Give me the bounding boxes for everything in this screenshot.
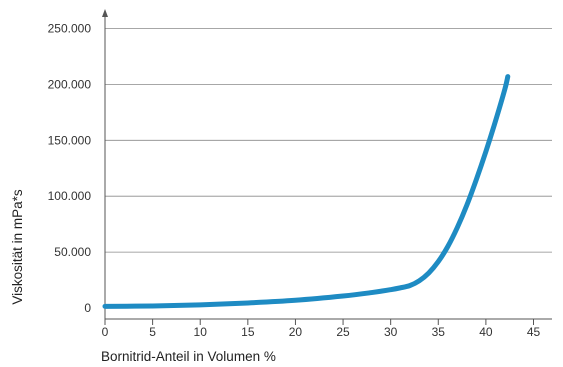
x-tick-label: 25 <box>336 325 350 339</box>
series-line <box>102 74 511 309</box>
series-layer <box>102 74 511 309</box>
axes <box>102 9 552 322</box>
y-tick-label: 250.000 <box>48 22 92 36</box>
x-tick-label: 15 <box>241 325 255 339</box>
x-tick-label: 30 <box>384 325 398 339</box>
y-ticks: 0 50.000 100.000 150.000 200.000 250.000 <box>48 22 92 316</box>
y-tick-label: 100.000 <box>48 189 92 203</box>
y-tick-label: 150.000 <box>48 133 92 147</box>
x-axis-title: Bornitrid-Anteil in Volumen % <box>101 349 276 364</box>
y-axis-title: Viskosität in mPa*s <box>10 189 25 305</box>
x-ticks: 0 5 10 15 20 25 30 35 40 45 <box>102 319 541 339</box>
x-tick-label: 40 <box>479 325 493 339</box>
x-tick-label: 35 <box>432 325 446 339</box>
x-tick-label: 20 <box>289 325 303 339</box>
x-tick-label: 45 <box>527 325 541 339</box>
x-tick-label: 10 <box>194 325 208 339</box>
gridlines <box>105 28 552 253</box>
y-tick-label: 0 <box>84 301 91 315</box>
y-tick-label: 200.000 <box>48 77 92 91</box>
x-tick-label: 0 <box>102 325 109 339</box>
y-tick-label: 50.000 <box>54 245 91 259</box>
x-tick-label: 5 <box>149 325 156 339</box>
y-axis-arrow <box>102 9 108 17</box>
